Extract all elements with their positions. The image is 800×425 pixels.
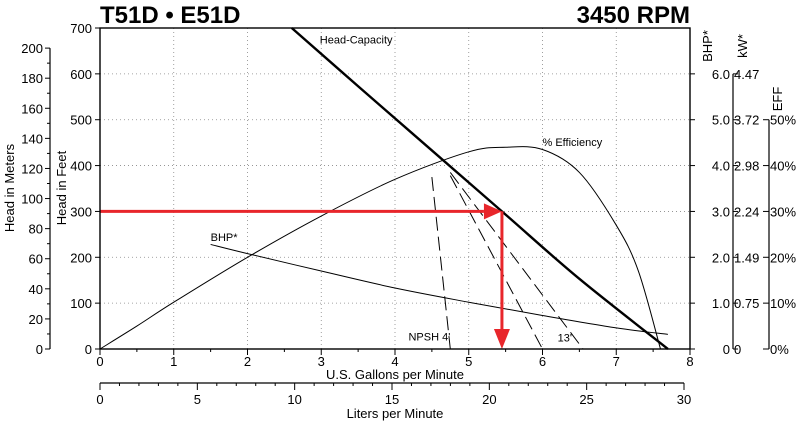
kw-tick-label: 0 bbox=[734, 342, 741, 357]
bhp-tick-label: 6.0 bbox=[712, 67, 730, 82]
x-tick-label: 7 bbox=[613, 354, 620, 369]
liters-tick-label: 5 bbox=[194, 392, 201, 407]
y-axis-title-feet: Head in Feet bbox=[54, 150, 69, 225]
feet-tick-label: 600 bbox=[70, 67, 92, 82]
x-tick-label: 5 bbox=[465, 354, 472, 369]
meters-tick-label: 40 bbox=[29, 282, 43, 297]
x-tick-label: 8 bbox=[686, 354, 693, 369]
bhp-tick-label: 3.0 bbox=[712, 204, 730, 219]
liters-tick-label: 20 bbox=[482, 392, 496, 407]
head-capacity-label: Head-Capacity bbox=[320, 35, 393, 47]
efficiency-curve bbox=[99, 146, 661, 350]
eff-tick-label: 10% bbox=[770, 296, 796, 311]
kw-tick-label: 2.24 bbox=[734, 204, 759, 219]
feet-tick-label: 400 bbox=[70, 159, 92, 174]
x-tick-label: 4 bbox=[391, 354, 398, 369]
kw-tick-label: 1.49 bbox=[734, 250, 759, 265]
y-axis-title-meters: Head in Meters bbox=[2, 143, 17, 232]
meters-tick-label: 60 bbox=[29, 252, 43, 267]
x-tick-label: 3 bbox=[318, 354, 325, 369]
feet-tick-label: 700 bbox=[70, 21, 92, 36]
x-tick-label: 2 bbox=[244, 354, 251, 369]
y-axis-title-eff: EFF bbox=[770, 87, 785, 112]
eff-tick-label: 50% bbox=[770, 113, 796, 128]
eff-tick-label: 30% bbox=[770, 204, 796, 219]
bhp-tick-label: 2.0 bbox=[712, 250, 730, 265]
x-tick-label: 1 bbox=[170, 354, 177, 369]
bhp-tick-label: 4.0 bbox=[712, 159, 730, 174]
chart-title-right: 3450 RPM bbox=[577, 2, 690, 29]
bhp-label: BHP* bbox=[211, 232, 239, 244]
kw-tick-label: 4.47 bbox=[734, 67, 759, 82]
kw-tick-label: 0.75 bbox=[734, 296, 759, 311]
axes: 0 1 2 3 4 5 6 7 80 5 10 15 20 25 300100200300400500600… bbox=[21, 21, 796, 407]
arrow-head-right bbox=[483, 203, 502, 220]
x-axis-title: U.S. Gallons per Minute bbox=[326, 367, 464, 382]
y-axis-title-kw: kW* bbox=[735, 34, 750, 58]
liters-tick-label: 30 bbox=[677, 392, 691, 407]
npsh-curve bbox=[449, 175, 543, 350]
grid bbox=[100, 28, 690, 349]
x-axis-title-liters: Liters per Minute bbox=[347, 406, 444, 421]
feet-tick-label: 100 bbox=[70, 296, 92, 311]
x-tick-label: 0 bbox=[96, 354, 103, 369]
feet-tick-label: 200 bbox=[70, 250, 92, 265]
eff-tick-label: 20% bbox=[770, 250, 796, 265]
bhp-tick-label: 5.0 bbox=[712, 113, 730, 128]
meters-tick-label: 80 bbox=[29, 222, 43, 237]
meters-tick-label: 0 bbox=[36, 342, 43, 357]
meters-tick-label: 100 bbox=[21, 192, 43, 207]
bhp-curve bbox=[210, 243, 668, 335]
y-axis-title-bhp: BHP* bbox=[700, 30, 715, 62]
npsh-label: 13' bbox=[558, 333, 572, 345]
feet-tick-label: 300 bbox=[70, 204, 92, 219]
meters-tick-label: 140 bbox=[21, 131, 43, 146]
arrow-head-down bbox=[493, 329, 510, 349]
npsh-label: NPSH 4' bbox=[408, 332, 450, 344]
liters-tick-label: 0 bbox=[96, 392, 103, 407]
npsh-curve bbox=[449, 172, 584, 350]
bhp-tick-label: 1.0 bbox=[712, 296, 730, 311]
head-capacity-curve bbox=[290, 27, 669, 350]
feet-tick-label: 500 bbox=[70, 113, 92, 128]
feet-tick-label: 0 bbox=[85, 342, 92, 357]
meters-tick-label: 120 bbox=[21, 161, 43, 176]
x-tick-label: 6 bbox=[539, 354, 546, 369]
meters-tick-label: 200 bbox=[21, 41, 43, 56]
kw-tick-label: 2.98 bbox=[734, 159, 759, 174]
bhp-tick-label: 0 bbox=[723, 342, 730, 357]
efficiency-label: % Efficiency bbox=[543, 137, 603, 149]
npsh-curve bbox=[431, 176, 451, 350]
meters-tick-label: 160 bbox=[21, 101, 43, 116]
kw-tick-label: 3.72 bbox=[734, 113, 759, 128]
meters-tick-label: 180 bbox=[21, 71, 43, 86]
eff-tick-label: 0% bbox=[770, 342, 789, 357]
liters-tick-label: 25 bbox=[579, 392, 593, 407]
eff-tick-label: 40% bbox=[770, 159, 796, 174]
meters-tick-label: 20 bbox=[29, 312, 43, 327]
liters-tick-label: 10 bbox=[287, 392, 301, 407]
chart-title-left: T51D • E51D bbox=[100, 2, 240, 29]
liters-tick-label: 15 bbox=[385, 392, 399, 407]
